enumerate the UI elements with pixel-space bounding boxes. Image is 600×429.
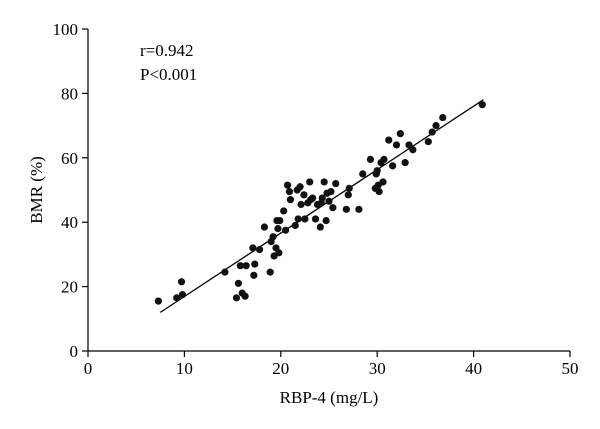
data-point	[366, 155, 375, 164]
data-point	[296, 183, 304, 191]
y-tick-label: 20	[61, 278, 78, 297]
data-point	[322, 216, 330, 225]
data-point	[283, 181, 292, 189]
y-ticks: 0 20 40 60 80 100	[53, 20, 88, 361]
data-point	[325, 197, 333, 205]
data-point	[309, 194, 317, 202]
data-point	[274, 225, 282, 233]
data-point	[249, 244, 257, 252]
x-tick-label: 30	[369, 359, 386, 378]
data-point	[297, 200, 305, 209]
y-axis-title: BMR (%)	[27, 156, 46, 224]
data-point	[359, 170, 367, 178]
data-point	[478, 101, 486, 109]
data-point	[282, 226, 290, 234]
data-point	[255, 245, 264, 254]
data-point	[236, 262, 244, 270]
y-tick-label: 60	[61, 149, 78, 168]
data-point	[285, 188, 294, 196]
annotation-p: P<0.001	[140, 65, 197, 84]
data-point	[178, 291, 187, 299]
x-tick-label: 20	[272, 359, 289, 378]
data-point	[432, 122, 440, 130]
data-point	[221, 268, 229, 276]
x-tick-label: 0	[84, 359, 93, 378]
data-point	[275, 249, 283, 257]
data-point	[332, 179, 340, 188]
data-point	[250, 271, 258, 279]
data-point	[291, 221, 299, 230]
data-point	[409, 146, 417, 154]
data-point	[380, 155, 388, 164]
data-point	[345, 184, 353, 192]
data-point	[375, 188, 383, 196]
data-point	[301, 215, 309, 223]
data-point	[355, 205, 363, 213]
axes	[87, 29, 570, 352]
data-point	[424, 138, 432, 146]
data-point	[173, 294, 181, 302]
data-point	[260, 223, 269, 231]
data-point	[392, 141, 401, 149]
data-point	[329, 204, 337, 212]
data-point	[306, 178, 314, 186]
y-tick-label: 80	[61, 84, 78, 103]
data-point	[342, 205, 350, 213]
data-point	[428, 128, 436, 136]
y-tick-label: 0	[70, 342, 79, 361]
data-point	[316, 223, 324, 231]
data-point	[232, 294, 241, 302]
data-point	[266, 268, 274, 276]
data-point	[241, 292, 249, 300]
data-point	[385, 136, 393, 144]
data-point	[320, 178, 328, 186]
data-point	[389, 162, 397, 170]
data-point	[373, 167, 381, 175]
x-ticks: 0 10 20 30 40 50	[84, 351, 579, 378]
data-point	[276, 216, 284, 225]
data-point	[318, 194, 326, 202]
data-point	[294, 215, 302, 223]
data-point	[405, 141, 413, 149]
data-point	[251, 260, 259, 268]
data-point	[269, 233, 277, 241]
data-point	[327, 188, 335, 196]
data-point	[242, 262, 250, 270]
data-point	[439, 113, 447, 122]
x-axis-title: RBP-4 (mg/L)	[280, 388, 379, 407]
x-tick-label: 10	[176, 359, 193, 378]
x-tick-label: 40	[465, 359, 482, 378]
data-point	[344, 191, 352, 199]
data-points	[154, 101, 486, 305]
data-point	[379, 178, 387, 186]
data-point	[280, 207, 288, 215]
x-tick-label: 50	[562, 359, 579, 378]
y-tick-label: 100	[53, 20, 79, 39]
data-point	[234, 279, 242, 287]
data-point	[300, 191, 308, 199]
data-point	[286, 196, 295, 204]
annotation-r: r=0.942	[140, 41, 194, 60]
data-point	[177, 278, 186, 286]
y-tick-label: 40	[61, 213, 78, 232]
data-point	[154, 297, 162, 305]
data-point	[311, 215, 320, 223]
data-point	[401, 159, 409, 167]
data-point	[396, 130, 404, 138]
